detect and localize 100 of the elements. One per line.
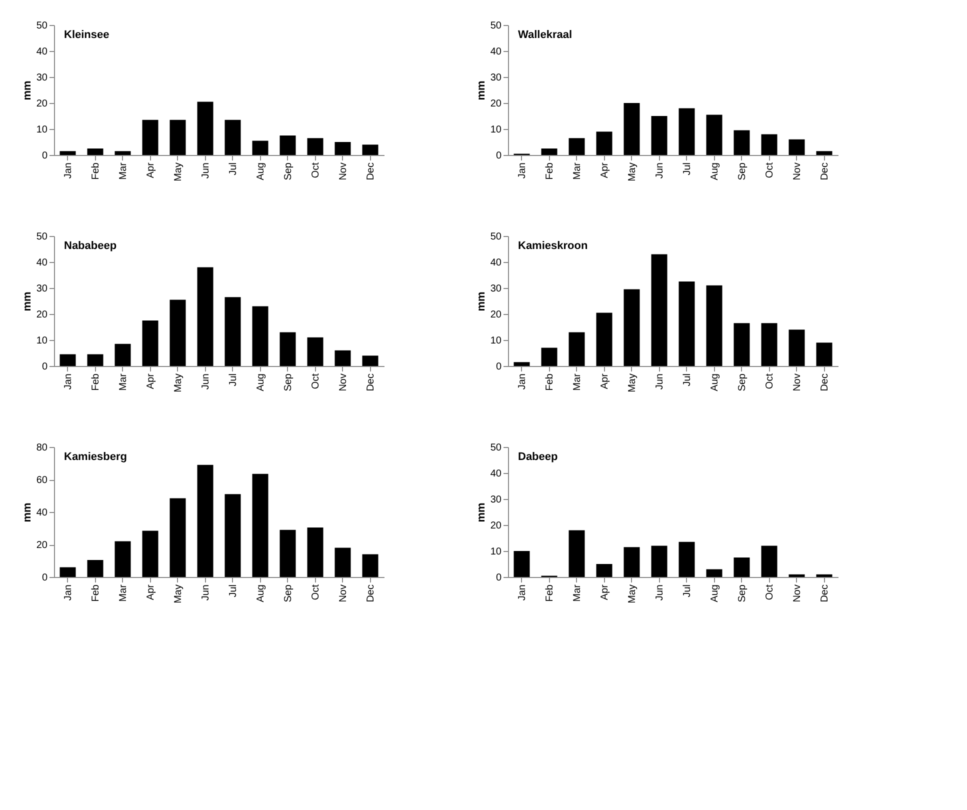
bar <box>761 546 778 577</box>
y-tick-label: 10 <box>36 124 48 136</box>
x-tick-label: Feb <box>90 162 102 180</box>
chart-title: Dabeep <box>518 451 558 463</box>
bar <box>114 541 131 577</box>
x-tick-label: Oct <box>764 162 776 178</box>
y-tick-label: 10 <box>36 336 48 346</box>
y-tick-label: 40 <box>490 258 502 268</box>
x-tick-label: Aug <box>255 584 266 602</box>
bar <box>60 151 76 155</box>
y-tick-label: 60 <box>36 475 48 486</box>
x-tick-label: Sep <box>736 162 748 180</box>
bar <box>568 530 585 577</box>
y-tick-label: 30 <box>490 72 502 84</box>
y-tick-label: 40 <box>490 468 502 480</box>
bar <box>706 569 722 577</box>
x-tick-label: Jan <box>62 162 74 179</box>
bar <box>87 354 104 366</box>
x-tick-label: Jul <box>682 162 693 176</box>
x-tick-label: Feb <box>544 584 556 602</box>
bar <box>252 306 268 366</box>
y-axis-title: mm <box>475 292 488 312</box>
x-tick-label: Dec <box>819 162 830 180</box>
bar <box>651 254 668 366</box>
y-tick-label: 40 <box>36 258 48 268</box>
bar <box>651 116 668 155</box>
x-tick-label: Jul <box>228 162 239 176</box>
bar <box>678 542 695 577</box>
x-tick-label: Apr <box>599 584 610 600</box>
y-tick-label: 40 <box>36 508 48 518</box>
y-axis-title: mm <box>21 292 34 312</box>
bar <box>307 337 324 366</box>
bar <box>362 356 378 366</box>
x-tick-label: Mar <box>572 372 583 391</box>
x-tick-label: Jun <box>654 162 666 179</box>
bar <box>334 142 351 155</box>
x-tick-label: Aug <box>709 162 720 180</box>
y-tick-label: 0 <box>496 362 502 372</box>
y-tick-label: 40 <box>36 46 48 58</box>
bar <box>87 148 104 155</box>
bar <box>197 102 214 155</box>
bar <box>280 530 296 577</box>
bar <box>362 554 378 577</box>
bar <box>816 574 832 577</box>
bar <box>541 348 558 366</box>
bar <box>334 548 351 577</box>
bar <box>224 297 241 366</box>
bar <box>280 332 296 366</box>
x-tick-label: Mar <box>118 372 129 391</box>
y-tick-label: 40 <box>490 46 502 58</box>
bar <box>224 120 241 155</box>
y-tick-label: 20 <box>490 98 502 110</box>
bar <box>197 267 214 366</box>
x-tick-label: Mar <box>572 584 583 602</box>
x-tick-label: Mar <box>118 162 129 180</box>
y-tick-label: 50 <box>36 232 48 242</box>
y-tick-label: 30 <box>490 494 502 506</box>
x-tick-label: Sep <box>282 162 294 180</box>
bar <box>114 151 131 155</box>
bar <box>706 114 722 155</box>
bar <box>596 312 612 366</box>
bar <box>788 574 805 577</box>
bar <box>514 362 530 366</box>
bar <box>514 551 530 577</box>
bar <box>734 130 750 155</box>
x-tick-label: Aug <box>255 374 266 392</box>
x-tick-label: Nov <box>338 374 349 392</box>
x-tick-label: May <box>172 584 184 604</box>
y-tick-label: 50 <box>490 232 502 242</box>
bar <box>60 567 76 577</box>
y-axis-title: mm <box>475 502 488 522</box>
bar <box>87 560 104 577</box>
bar <box>596 132 612 155</box>
bar <box>60 354 76 366</box>
bar <box>280 136 296 155</box>
bar <box>142 530 158 577</box>
x-tick-label: Dec <box>819 374 830 392</box>
bar <box>252 474 268 577</box>
y-tick-label: 0 <box>42 572 48 584</box>
bar <box>624 289 640 366</box>
x-tick-label: Apr <box>145 372 156 390</box>
x-tick-label: May <box>626 162 638 182</box>
x-tick-label: Jul <box>228 584 239 598</box>
x-tick-label: Dec <box>365 374 376 392</box>
bar <box>788 330 805 366</box>
bar <box>624 103 640 155</box>
x-tick-label: Dec <box>365 162 376 180</box>
bar <box>816 151 832 155</box>
x-tick-label: Jun <box>654 584 666 601</box>
y-tick-label: 10 <box>490 124 502 136</box>
x-tick-label: Apr <box>145 162 156 178</box>
x-tick-label: Feb <box>90 373 102 391</box>
x-tick-label: Apr <box>599 372 610 390</box>
y-tick-label: 30 <box>490 284 502 294</box>
y-axis-title: mm <box>21 502 34 522</box>
bar <box>307 527 324 577</box>
x-tick-label: Apr <box>599 162 610 178</box>
x-tick-label: May <box>626 584 638 604</box>
y-tick-label: 0 <box>42 362 48 372</box>
x-tick-label: Mar <box>572 162 583 180</box>
